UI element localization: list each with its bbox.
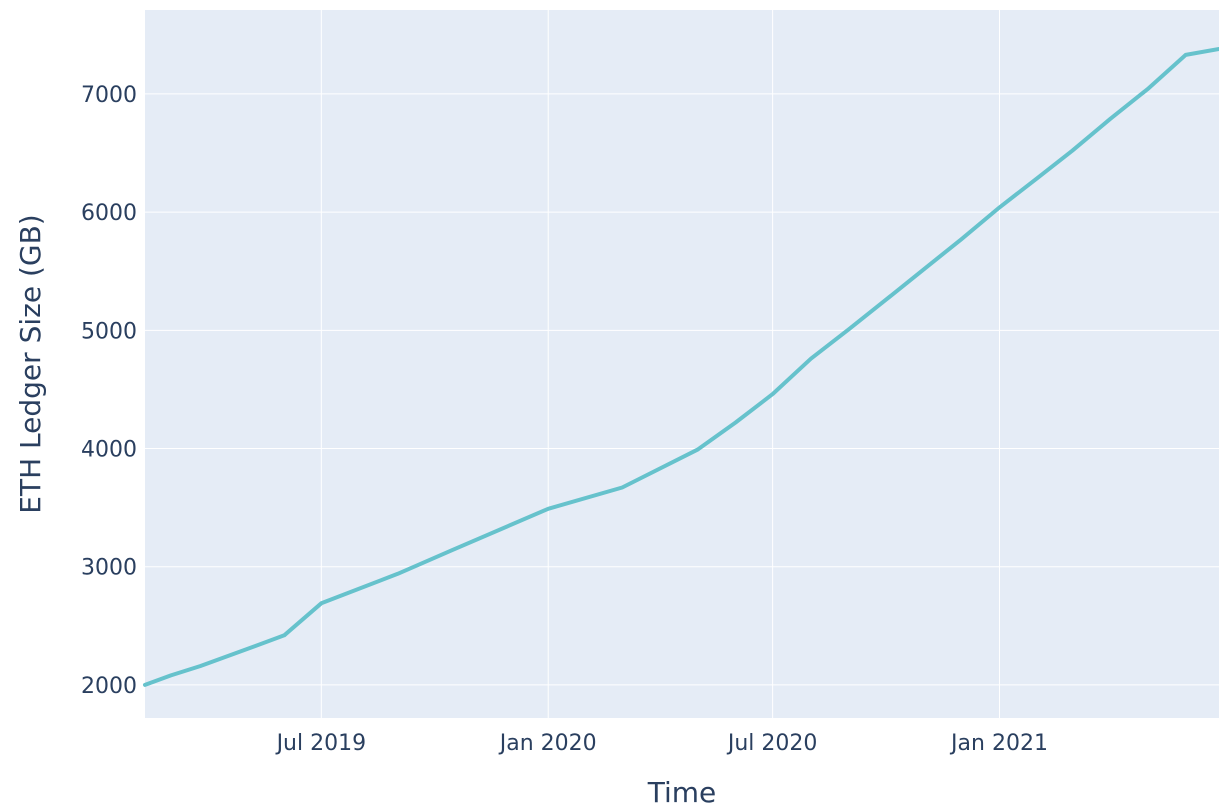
gridlines <box>145 10 1219 718</box>
y-tick-label: 7000 <box>81 83 137 108</box>
x-tick-label: Jul 2019 <box>275 731 367 756</box>
x-tick-label: Jul 2020 <box>726 731 818 756</box>
y-tick-label: 2000 <box>81 674 137 699</box>
y-tick-label: 6000 <box>81 201 137 226</box>
y-tick-labels: 2000 3000 4000 5000 6000 7000 <box>81 83 137 699</box>
y-axis-title: ETH Ledger Size (GB) <box>14 214 47 513</box>
y-tick-label: 3000 <box>81 556 137 581</box>
x-tick-label: Jan 2020 <box>498 731 597 756</box>
x-axis-title: Time <box>647 776 717 807</box>
series-layer <box>143 47 1219 687</box>
x-tick-label: Jan 2021 <box>949 731 1048 756</box>
y-tick-label: 4000 <box>81 438 137 463</box>
plot-area <box>145 10 1219 718</box>
x-tick-labels: Jul 2019 Jan 2020 Jul 2020 Jan 2021 <box>275 731 1048 756</box>
y-tick-label: 5000 <box>81 319 137 344</box>
series-line <box>143 47 1219 687</box>
